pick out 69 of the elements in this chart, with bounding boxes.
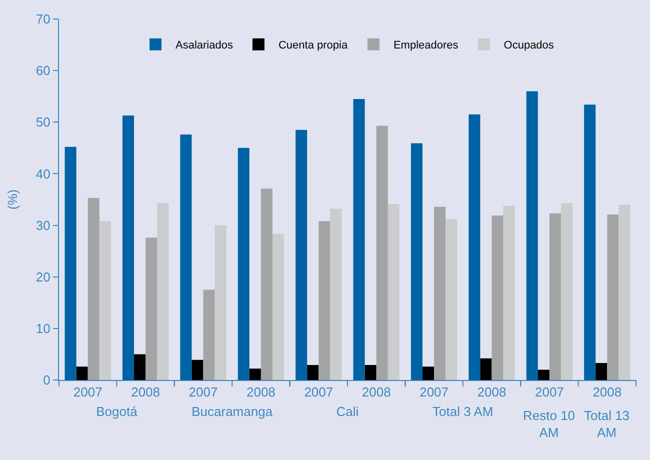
legend-label: Ocupados [504,40,554,52]
x-tick-label: 2008 [477,384,506,400]
legend-label: Asalariados [176,40,234,52]
x-tick-label: 2007 [420,384,449,400]
bar [480,358,492,380]
bar [584,104,596,380]
bar [364,365,376,380]
legend-label: Empleadores [393,40,459,52]
bar [307,365,319,380]
bar [376,126,388,380]
bar [296,130,308,380]
bar [410,143,423,380]
x-tick-label: 2007 [534,384,564,400]
bar [157,203,169,380]
y-tick-label: 0 [43,372,50,388]
x-axis-title: Total 3 AM [432,404,494,420]
bar [214,225,226,380]
bar [526,91,538,380]
x-tick-label: 2007 [188,384,218,400]
bar [272,234,284,380]
y-tick-label: 50 [36,114,50,130]
bar [446,219,458,380]
bar [249,368,261,380]
bar [238,148,250,380]
bar [192,360,204,380]
bar [596,362,608,380]
x-tick-label: 2008 [246,384,276,400]
x-axis-title: Bucaramanga [192,404,274,420]
y-tick-label: 10 [36,320,50,336]
bar [146,238,158,380]
y-tick-label: 40 [36,166,50,182]
bar [99,221,111,380]
legend-label: Cuenta propia [278,40,348,52]
bar [318,221,330,380]
y-tick-label: 30 [36,218,50,233]
bar [468,114,480,380]
bar [330,208,342,380]
bar [353,98,365,380]
x-tick-label: 2008 [592,384,622,400]
bar [492,215,504,380]
bar [134,354,146,380]
bar [88,198,100,380]
bar [180,134,192,380]
x-tick-label: 2008 [131,384,160,400]
bar [618,204,630,380]
bar [560,203,573,380]
y-tick-label: 70 [36,12,50,27]
bar [549,213,561,380]
bar [607,214,619,380]
y-axis-title: (%) [4,189,20,210]
bar [122,115,134,380]
x-tick-label: 2007 [304,384,334,400]
y-tick-label: 60 [36,63,50,78]
x-tick-label: 2008 [362,384,391,400]
x-axis-title: Bogotá [96,404,138,420]
text: Total 13 AM [584,408,630,440]
bar [76,366,88,380]
x-axis-title: Cali [336,404,359,420]
bar [203,290,215,380]
bar [260,188,272,380]
text: Resto 10 AM [523,408,576,440]
bar [64,146,76,380]
bar [422,366,434,380]
y-tick-label: 20 [36,269,50,284]
bar [538,370,550,380]
bar [388,204,400,380]
bar [434,206,446,380]
x-tick-label: 2007 [73,384,102,400]
bar [503,206,515,380]
